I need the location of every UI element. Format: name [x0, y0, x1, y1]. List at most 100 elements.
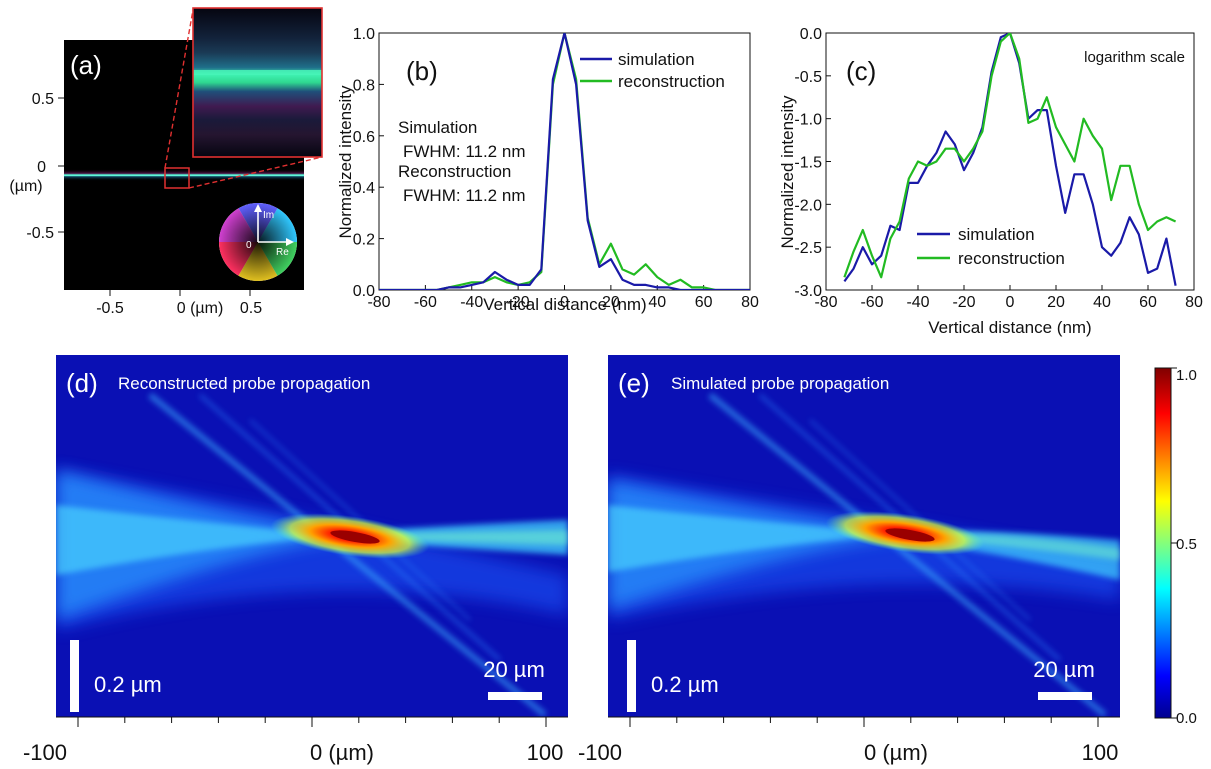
chart-c-series-simulation [843, 33, 1177, 286]
panel-d-horizontal-scale-bar [488, 692, 542, 700]
phase-color-wheel: Im Re 0 [219, 202, 298, 282]
panel-c-chart: -80 -60 -40 -20 0 20 40 60 80 0.0 -0.5 -1.0 -1.5 -2.… [778, 26, 1203, 337]
chart-c-x-tick-label: 40 [1093, 294, 1111, 311]
panel-b-series [379, 33, 750, 290]
chart-c-x-tick-label: -20 [952, 294, 975, 311]
zoom-inset-frame [192, 7, 323, 158]
chart-c-x-tick-label: -80 [814, 294, 837, 311]
panel-c-series [843, 33, 1177, 286]
zoom-connector-left [164, 9, 194, 169]
colorbar-gradient [1154, 367, 1172, 719]
colorbar: 1.0 0.5 0.0 [1154, 367, 1197, 727]
panel-d: (d) Reconstructed probe propagation 0.2 … [23, 355, 568, 765]
panel-b-annotation-rec-fwhm: FWHM: 11.2 nm [403, 186, 525, 205]
legend-c-reconstruction: reconstruction [958, 249, 1065, 268]
panel-c-ylabel: Normalized intensity [778, 95, 797, 249]
panel-b-annotation-sim: Simulation [398, 118, 477, 137]
panel-b-ylabel: Normalized intensity [336, 85, 355, 239]
chart-c-y-tick-label: -2.5 [794, 240, 822, 257]
panel-a-label: (a) [70, 50, 102, 80]
panel-e-vertical-scale-bar [627, 640, 636, 712]
chart-b-y-tick-label: 0.4 [353, 180, 375, 197]
chart-b-y-tick-label: 1.0 [353, 26, 375, 43]
panel-b-annotation-sim-fwhm: FWHM: 11.2 nm [403, 142, 525, 161]
panel-d-x-tick-1: 0 (µm) [310, 740, 374, 765]
chart-b-x-tick-label: -20 [507, 294, 530, 311]
chart-c-y-tick-label: 0.0 [800, 26, 822, 43]
panel-d-caption: Reconstructed probe propagation [118, 374, 370, 393]
panel-e-x-tick-0: -100 [578, 740, 622, 765]
chart-b-y-tick-label: 0.0 [353, 283, 375, 300]
panel-b-chart: -80 -60 -40 -20 0 20 40 60 80 0.0 0.2 0.4 0.6 0.8 1.0… [336, 26, 759, 314]
chart-c-x-tick-label: -40 [906, 294, 929, 311]
zoom-region-box [164, 167, 190, 189]
panel-d-horizontal-scale-label: 20 µm [483, 657, 545, 682]
panel-d-x-tick-0: -100 [23, 740, 67, 765]
chart-b-x-tick-label: 20 [602, 294, 620, 311]
wheel-re-label: Re [276, 247, 289, 258]
chart-c-y-tick-label: -1.0 [794, 112, 822, 129]
chart-c-series-reconstruction [843, 33, 1177, 279]
chart-b-y-tick-label: 0.8 [353, 77, 375, 94]
chart-c-y-tick-label: -3.0 [794, 283, 822, 300]
panel-e-beam [608, 392, 1120, 717]
panel-e-caption: Simulated probe propagation [671, 374, 889, 393]
panel-e: (e) Simulated probe propagation 0.2 µm 2… [578, 355, 1120, 765]
chart-c-y-tick-label: -0.5 [794, 69, 822, 86]
chart-b-x-tick-label: -60 [414, 294, 437, 311]
panel-d-vertical-scale-bar [70, 640, 79, 712]
panel-a-x-tick-2: 0.5 [240, 300, 262, 317]
zoom-connector-right [188, 156, 323, 189]
panel-a-x-axis: -0.5 0 (µm) 0.5 [96, 290, 262, 317]
chart-b-x-tick-label: 40 [648, 294, 666, 311]
panel-e-label: (e) [618, 368, 650, 398]
legend-reconstruction: reconstruction [618, 72, 725, 91]
chart-c-x-tick-label: -60 [860, 294, 883, 311]
panel-c-legend: simulation reconstruction [917, 225, 1065, 268]
panel-b-legend: simulation reconstruction [580, 50, 725, 91]
panel-a-x-tick-1: 0 (µm) [177, 300, 224, 317]
chart-b-y-tick-label: 0.6 [353, 129, 375, 146]
panel-a-y-tick-2: -0.5 [26, 225, 54, 242]
chart-b-series-simulation [379, 33, 750, 290]
panel-a-y-axis: 0.5 0 (µm) -0.5 [9, 91, 64, 242]
chart-b-x-tick-label: 80 [741, 294, 759, 311]
panel-b-xlabel: Vertical distance (nm) [483, 295, 646, 314]
panel-d-vertical-scale-label: 0.2 µm [94, 672, 162, 697]
panel-d-beam [56, 392, 568, 717]
wheel-zero-label: 0 [246, 240, 252, 251]
chart-b-x-tick-label: 60 [695, 294, 713, 311]
panel-e-vertical-scale-label: 0.2 µm [651, 672, 719, 697]
panel-c-xlabel: Vertical distance (nm) [928, 318, 1091, 337]
panel-c-y-ticks: 0.0 -0.5 -1.0 -1.5 -2.0 -2.5 -3.0 [794, 26, 831, 300]
panel-b-annotation-rec: Reconstruction [398, 162, 511, 181]
panel-a-x-tick-0: -0.5 [96, 300, 124, 317]
zoom-inset-image [193, 8, 322, 157]
panel-b-label: (b) [406, 56, 438, 86]
panel-d-x-ticks [77, 717, 547, 727]
panel-e-x-tick-2: 100 [1082, 740, 1119, 765]
chart-b-y-tick-label: 0.2 [353, 232, 375, 249]
colorbar-tick-max: 1.0 [1176, 367, 1197, 384]
panel-a-y-tick-0: 0.5 [32, 91, 54, 108]
chart-c-x-tick-label: 20 [1047, 294, 1065, 311]
legend-c-simulation: simulation [958, 225, 1035, 244]
chart-c-x-tick-label: 60 [1139, 294, 1157, 311]
legend-simulation: simulation [618, 50, 695, 69]
panel-a: Im Re 0 (a) 0.5 0 (µm) -0.5 -0.5 0 (µm) … [9, 7, 323, 317]
panel-e-horizontal-scale-bar [1038, 692, 1092, 700]
chart-b-x-tick-label: 0 [560, 294, 569, 311]
panel-b-y-ticks: 0.0 0.2 0.4 0.6 0.8 1.0 [353, 26, 384, 300]
chart-b-x-tick-label: -40 [460, 294, 483, 311]
wheel-im-label: Im [263, 210, 274, 221]
chart-c-x-tick-label: 0 [1006, 294, 1015, 311]
panel-c-log-note: logarithm scale [1084, 49, 1185, 66]
panel-d-x-tick-2: 100 [527, 740, 564, 765]
panel-e-horizontal-scale-label: 20 µm [1033, 657, 1095, 682]
chart-c-y-tick-label: -2.0 [794, 197, 822, 214]
panel-a-y-unit: (µm) [9, 178, 42, 195]
colorbar-tick-mid: 0.5 [1176, 536, 1197, 553]
panel-c-x-ticks: -80 -60 -40 -20 0 20 40 60 80 [814, 285, 1203, 311]
panel-a-y-tick-1: 0 [37, 159, 46, 176]
